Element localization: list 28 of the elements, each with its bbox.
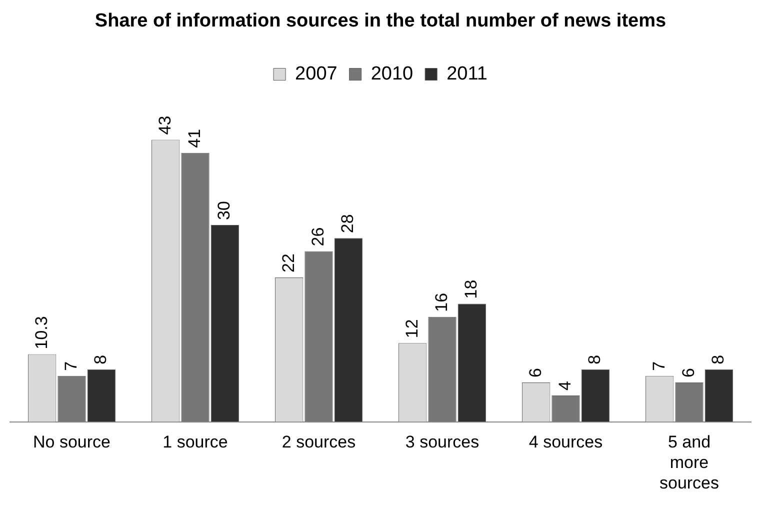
data-label: 12 bbox=[402, 319, 422, 338]
x-tick-label: 4 sources bbox=[528, 432, 603, 452]
data-label: 41 bbox=[184, 128, 204, 148]
data-label: 8 bbox=[585, 354, 604, 364]
x-tick-label: 5 and more sources bbox=[659, 432, 720, 492]
data-label: 22 bbox=[278, 254, 298, 272]
data-label: 16 bbox=[432, 292, 451, 312]
data-label: 30 bbox=[214, 201, 234, 220]
data-label: 10.3 bbox=[32, 316, 51, 350]
data-label: 7 bbox=[649, 361, 668, 371]
data-label: 26 bbox=[308, 227, 328, 246]
x-tick-label: 1 source bbox=[162, 432, 228, 452]
data-label: 18 bbox=[462, 280, 481, 299]
chart-title: Share of information sources in the total number of news items bbox=[94, 10, 666, 32]
data-label: 4 bbox=[555, 381, 574, 391]
data-label: 8 bbox=[91, 354, 110, 364]
data-label: 7 bbox=[61, 361, 80, 371]
data-label: 28 bbox=[338, 214, 358, 234]
x-tick-label: No source bbox=[33, 432, 110, 452]
data-label: 8 bbox=[708, 354, 728, 364]
data-label: 43 bbox=[155, 116, 174, 135]
legend-label: 2010 bbox=[370, 64, 414, 85]
data-label: 6 bbox=[678, 368, 698, 378]
data-label: 6 bbox=[526, 368, 545, 378]
legend-label: 2011 bbox=[446, 64, 488, 85]
legend-label: 2007 bbox=[295, 64, 338, 85]
x-tick-label: 3 sources bbox=[405, 432, 480, 452]
x-tick-label: 2 sources bbox=[282, 432, 356, 452]
